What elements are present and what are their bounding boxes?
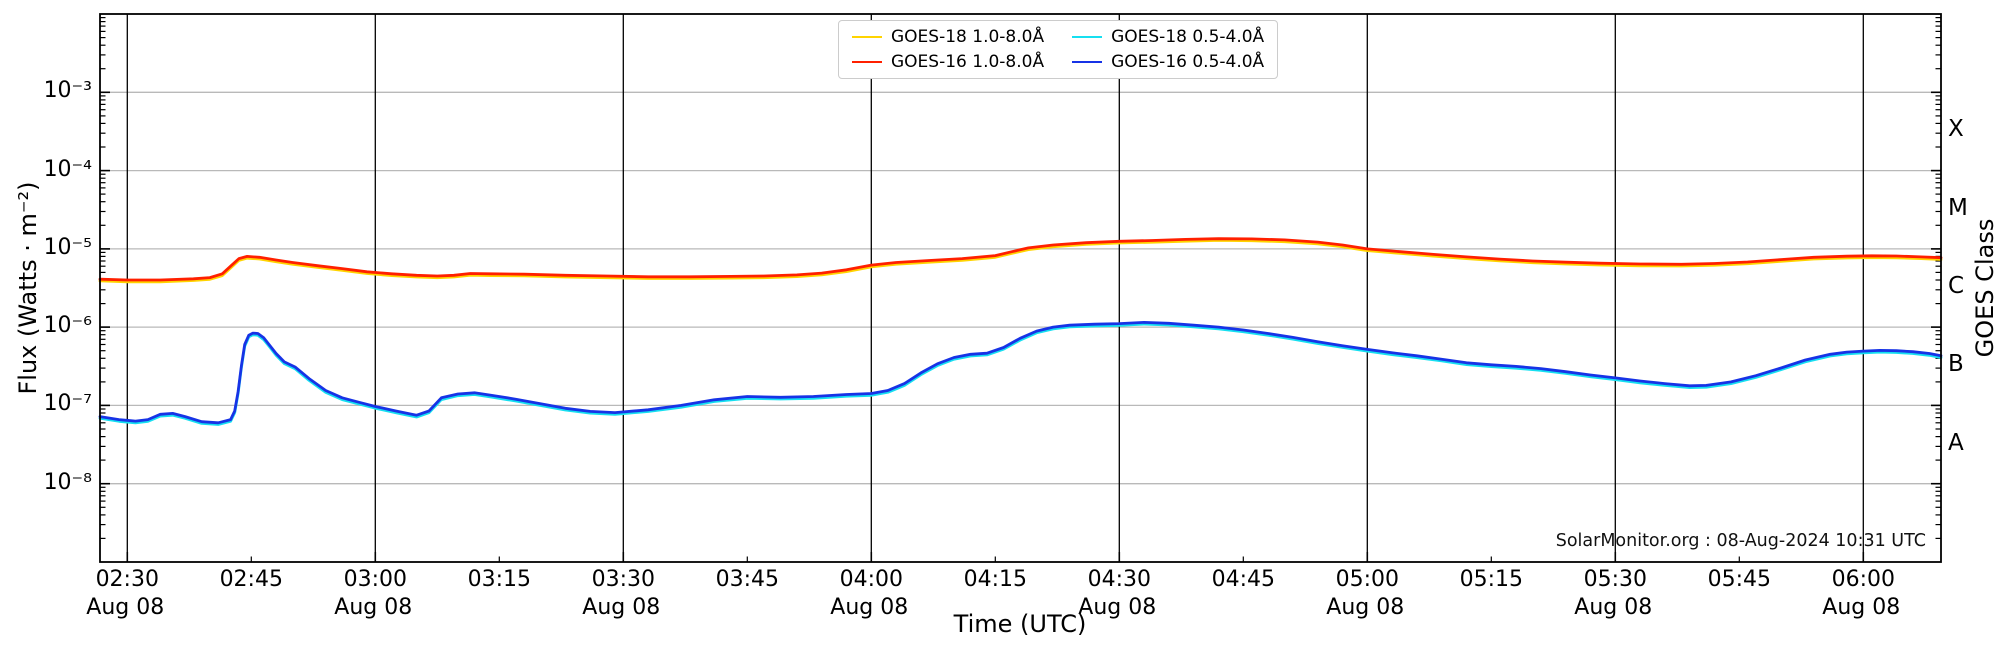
x-axis-tick-label: 03:45 [715, 567, 779, 592]
x-axis-tick-label: 04:30 [1087, 567, 1151, 592]
y-axis-tick-label: 10⁻⁸ [43, 469, 92, 495]
legend-swatch-yellow-line [852, 36, 882, 38]
y-axis-tick-label: 10⁻⁵ [43, 234, 92, 260]
goes-class-letter-x: X [1948, 116, 1964, 143]
watermark: SolarMonitor.org : 08-Aug-2024 10:31 UTC [1555, 531, 1926, 551]
x-axis-tick-label: 05:15 [1459, 567, 1523, 592]
goes-class-letter-b: B [1948, 351, 1964, 378]
x-axis-date-label: Aug 08 [1822, 595, 1901, 620]
x-axis-tick-label: 05:45 [1707, 567, 1771, 592]
legend-item-goes16-short: GOES-16 0.5-4.0Å [1072, 52, 1264, 72]
legend-swatch-blue-line [1072, 61, 1103, 63]
x-axis-tick-label: 03:15 [467, 567, 531, 592]
y-axis-tick-label: 10⁻³ [43, 78, 92, 104]
x-axis-date-label: Aug 08 [582, 595, 661, 620]
y-axis-tick-label: 10⁻⁷ [43, 391, 92, 417]
legend-label: GOES-16 0.5-4.0Å [1111, 52, 1265, 72]
y-axis-title-left: Flux (Watts · m⁻²) [14, 181, 42, 395]
series-goes-16-0-5-4-0- [98, 321, 1943, 425]
legend-item-goes18-short: GOES-18 0.5-4.0Å [1072, 27, 1264, 47]
x-axis-tick-label: 05:00 [1335, 567, 1399, 592]
x-axis-title: Time (UTC) [953, 610, 1087, 638]
x-axis-tick-label: 04:45 [1211, 567, 1275, 592]
x-axis-tick-label: 02:30 [95, 567, 159, 592]
x-axis-tick-label: 05:30 [1583, 567, 1647, 592]
x-axis-tick-label: 02:45 [219, 567, 283, 592]
x-axis-date-label: Aug 08 [1326, 595, 1405, 620]
legend-label: GOES-16 1.0-8.0Å [891, 52, 1045, 72]
legend-item-goes16-long: GOES-16 1.0-8.0Å [852, 52, 1044, 72]
goes-class-letter-a: A [1948, 429, 1964, 456]
legend-swatch-cyan-line [1072, 36, 1103, 38]
y-axis-title-right: GOES Class [1971, 218, 1999, 358]
x-axis-tick-label: 04:15 [963, 567, 1027, 592]
x-axis-tick-label: 04:00 [839, 567, 903, 592]
y-axis-tick-label: 10⁻⁶ [43, 313, 92, 339]
legend-swatch-red-line [852, 61, 882, 63]
series-goes-18-1-0-8-0- [98, 239, 1943, 284]
x-axis-date-label: Aug 08 [830, 595, 909, 620]
legend-label: GOES-18 0.5-4.0Å [1111, 27, 1265, 47]
x-axis-tick-label: 06:00 [1831, 567, 1895, 592]
x-axis-date-label: Aug 08 [86, 595, 165, 620]
series-goes-16-1-0-8-0- [98, 237, 1943, 282]
legend-item-goes18-long: GOES-18 1.0-8.0Å [852, 27, 1044, 47]
goes-class-letter-c: C [1948, 273, 1965, 299]
legend: GOES-18 1.0-8.0Å GOES-16 1.0-8.0Å GOES-1… [838, 20, 1279, 79]
x-axis-tick-label: 03:30 [591, 567, 655, 592]
x-axis-date-label: Aug 08 [1078, 595, 1157, 620]
x-axis-date-label: Aug 08 [334, 595, 413, 620]
goes-class-letter-m: M [1948, 194, 1968, 221]
x-axis-tick-label: 03:00 [343, 567, 407, 592]
legend-label: GOES-18 1.0-8.0Å [891, 27, 1045, 47]
x-axis-date-label: Aug 08 [1574, 595, 1653, 620]
y-axis-tick-label: 10⁻⁴ [43, 156, 92, 182]
